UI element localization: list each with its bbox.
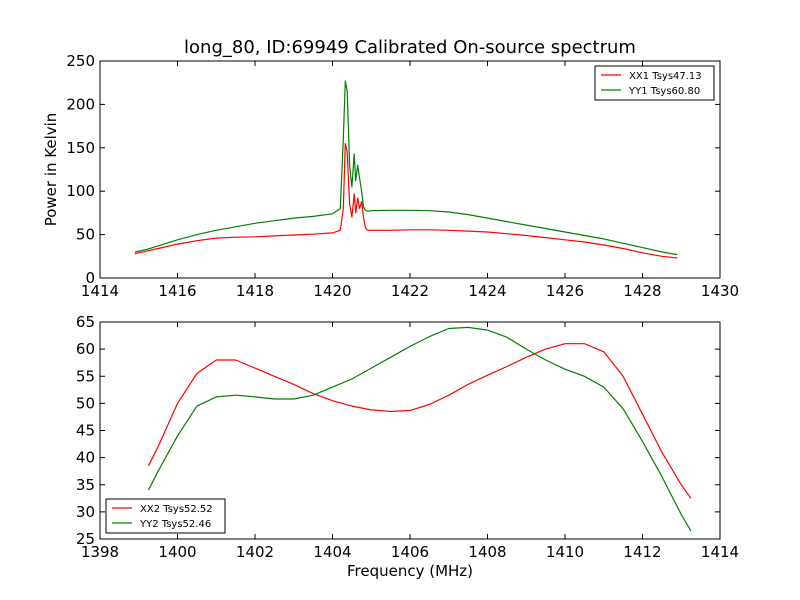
chart-title: long_80, ID:69949 Calibrated On-source s… <box>184 37 636 58</box>
x-tick-label: 1406 <box>391 543 429 561</box>
y-tick-label: 50 <box>76 226 95 244</box>
y-tick-label: 0 <box>85 269 95 287</box>
x-tick-label: 1430 <box>701 282 739 300</box>
y-tick-label: 30 <box>76 503 95 521</box>
x-tick-label: 1428 <box>623 282 661 300</box>
legend-box <box>105 498 226 534</box>
y-tick-label: 100 <box>66 182 95 200</box>
legend-entry: YY1 Tsys60.80 <box>628 86 700 97</box>
plot-panel-1: 1414 1416 1418 1420 1422 1424 1426 1428 1430 0 50 1… <box>42 52 739 300</box>
legend-entry: YY2 Tsys52.46 <box>139 519 211 530</box>
y-tick-label: 40 <box>76 449 95 467</box>
x-tick-label: 1408 <box>468 543 506 561</box>
series-line-1 <box>147 343 692 499</box>
y-tick-label: 150 <box>66 139 95 157</box>
y-tick-label: 200 <box>66 95 95 113</box>
y-axis-label: Power in Kelvin <box>42 113 60 227</box>
legend-entry: XX1 Tsys47.13 <box>629 71 702 82</box>
x-tick-label: 1412 <box>623 543 661 561</box>
y-tick-label: 45 <box>76 422 95 440</box>
series-line-1 <box>134 142 678 259</box>
x-tick-label: 1404 <box>313 543 351 561</box>
y-tick-label: 55 <box>76 367 95 385</box>
x-tick-label: 1420 <box>313 282 351 300</box>
series-line-2 <box>134 80 678 256</box>
x-tick-label: 1422 <box>391 282 429 300</box>
y-tick-label: 60 <box>76 340 95 358</box>
x-tick-label: 1418 <box>236 282 274 300</box>
x-tick-label: 1414 <box>701 543 739 561</box>
legend-box <box>594 65 715 101</box>
x-tick-label: 1414 <box>81 282 119 300</box>
x-tick-label: 1400 <box>158 543 196 561</box>
x-tick-label: 1426 <box>546 282 584 300</box>
legend: XX2 Tsys52.52 YY2 Tsys52.46 <box>105 498 226 534</box>
x-axis-label: Frequency (MHz) <box>347 562 473 580</box>
x-tick-label: 1416 <box>158 282 196 300</box>
y-tick-label: 35 <box>76 476 95 494</box>
series-line-2 <box>147 326 692 532</box>
legend-entry: XX2 Tsys52.52 <box>140 504 213 515</box>
y-tick-label: 65 <box>76 313 95 331</box>
x-tick-label: 1398 <box>81 543 119 561</box>
x-tick-label: 1410 <box>546 543 584 561</box>
x-tick-label: 1402 <box>236 543 274 561</box>
y-tick-label: 50 <box>76 394 95 412</box>
x-tick-label: 1424 <box>468 282 506 300</box>
y-tick-label: 250 <box>66 52 95 70</box>
y-tick-label: 25 <box>76 530 95 548</box>
plot-panel-2: 1398 1400 1402 1404 1406 1408 1410 1412 1414 25 30… <box>76 313 739 580</box>
legend: XX1 Tsys47.13 YY1 Tsys60.80 <box>594 65 715 101</box>
